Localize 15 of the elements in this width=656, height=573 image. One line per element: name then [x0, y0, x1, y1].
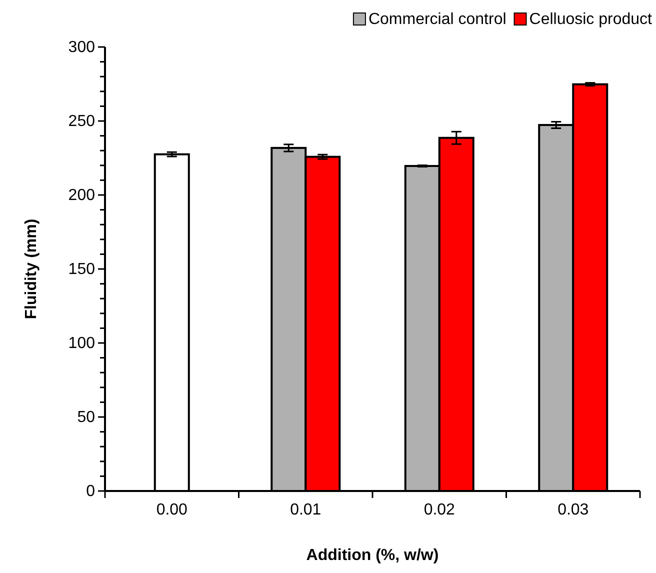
y-tick-label: 0 [86, 483, 96, 500]
x-tick-label: 0.02 [424, 501, 456, 518]
x-tick-label: 0.01 [290, 501, 322, 518]
y-tick-label: 100 [68, 335, 96, 352]
legend-label: Celluosic product [529, 11, 653, 28]
y-tick-label: 50 [77, 409, 96, 426]
y-axis-title: Fluidity (mm) [23, 218, 40, 320]
legend-label: Commercial control [368, 11, 506, 28]
x-axis-title: Addition (%, w/w) [306, 547, 439, 564]
x-tick-label: 0.00 [156, 501, 188, 518]
y-tick-label: 200 [68, 187, 96, 204]
x-tick-label: 0.03 [558, 501, 589, 518]
y-tick-label: 150 [68, 261, 96, 278]
y-tick-label: 300 [68, 39, 96, 56]
y-tick-label: 250 [68, 113, 96, 130]
